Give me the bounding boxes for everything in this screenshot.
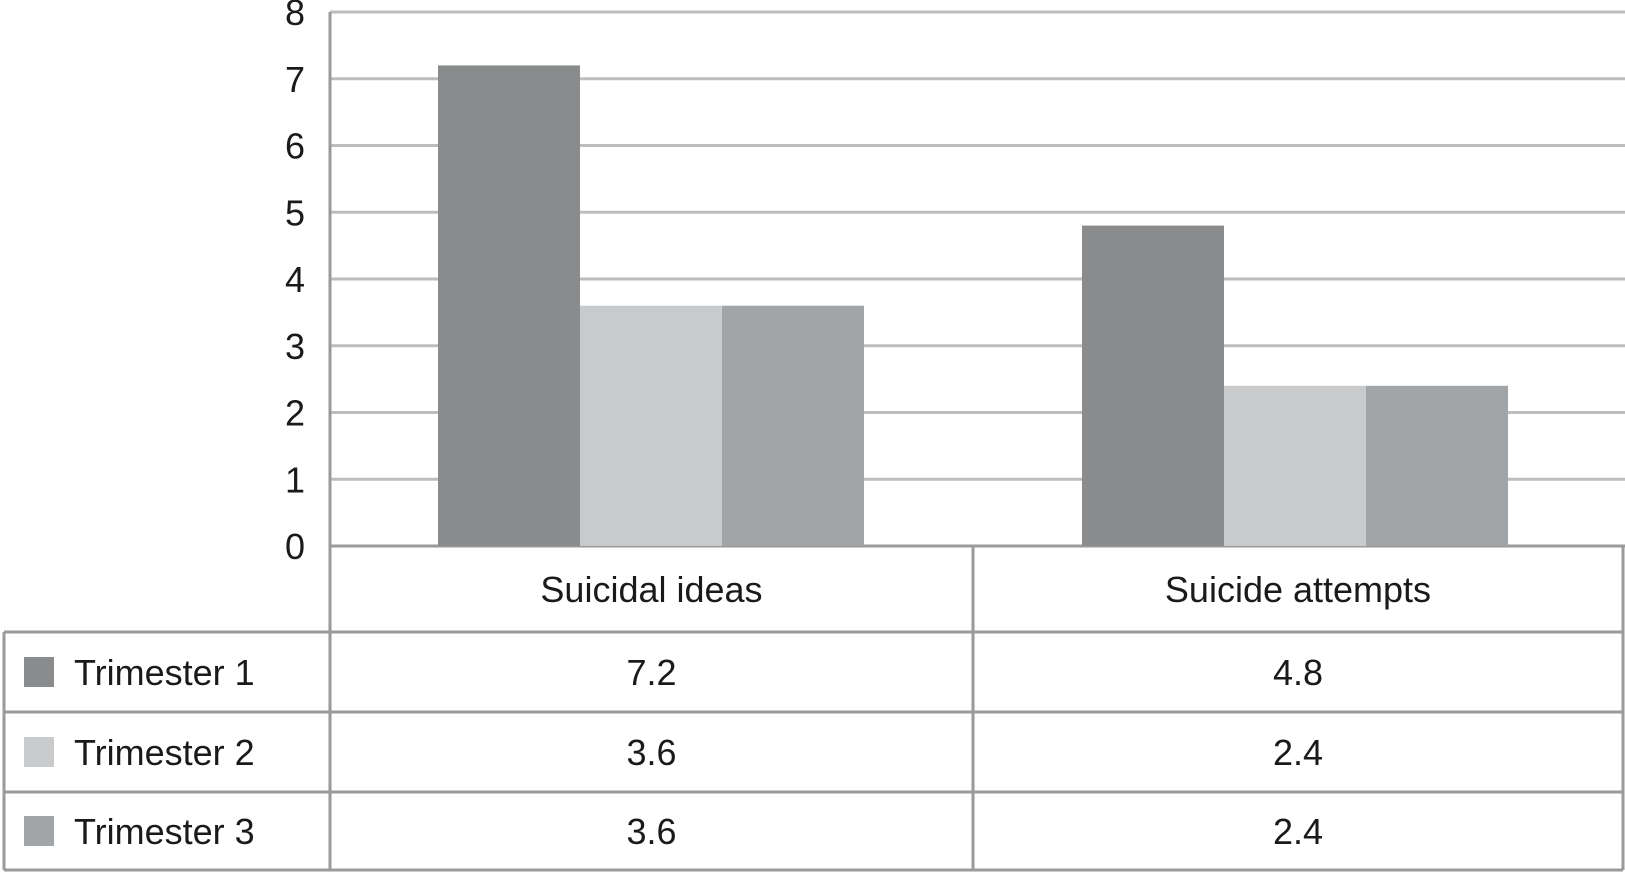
bar-3-1 (722, 305, 864, 546)
y-tick-label-7: 7 (285, 59, 305, 100)
data-table: Suicidal ideas Suicide attempts Trimester … (2, 546, 1625, 872)
y-tick-label-0: 0 (285, 526, 305, 567)
legend-swatch-2 (24, 737, 54, 767)
table-value-3-2: 2.4 (1273, 811, 1323, 852)
y-tick-label-2: 2 (285, 393, 305, 434)
table-value-3-1: 3.6 (626, 811, 676, 852)
y-tick-label-1: 1 (285, 459, 305, 500)
table-value-1-2: 4.8 (1273, 652, 1323, 693)
y-tick-label-6: 6 (285, 126, 305, 167)
bars (438, 65, 1508, 547)
y-tick-label-4: 4 (285, 259, 305, 300)
table-value-2-2: 2.4 (1273, 732, 1323, 773)
bar-3-2 (1366, 385, 1508, 546)
y-tick-label-5: 5 (285, 192, 305, 233)
y-axis-tick-labels: 0 1 2 3 4 5 6 7 8 (285, 0, 305, 567)
legend-swatch-3 (24, 816, 54, 846)
legend-label-3: Trimester 3 (74, 811, 255, 852)
x-category-label-2: Suicide attempts (1165, 569, 1431, 610)
bar-1-2 (1082, 225, 1224, 546)
bar-2-1 (580, 305, 722, 546)
legend-swatch-1 (24, 657, 54, 687)
legend-label-2: Trimester 2 (74, 732, 255, 773)
y-tick-label-3: 3 (285, 326, 305, 367)
table-value-1-1: 7.2 (626, 652, 676, 693)
y-tick-label-8: 8 (285, 0, 305, 33)
bar-1-1 (438, 65, 580, 547)
bar-2-2 (1224, 385, 1366, 546)
legend-label-1: Trimester 1 (74, 652, 255, 693)
x-category-label-1: Suicidal ideas (540, 569, 762, 610)
table-value-2-1: 3.6 (626, 732, 676, 773)
